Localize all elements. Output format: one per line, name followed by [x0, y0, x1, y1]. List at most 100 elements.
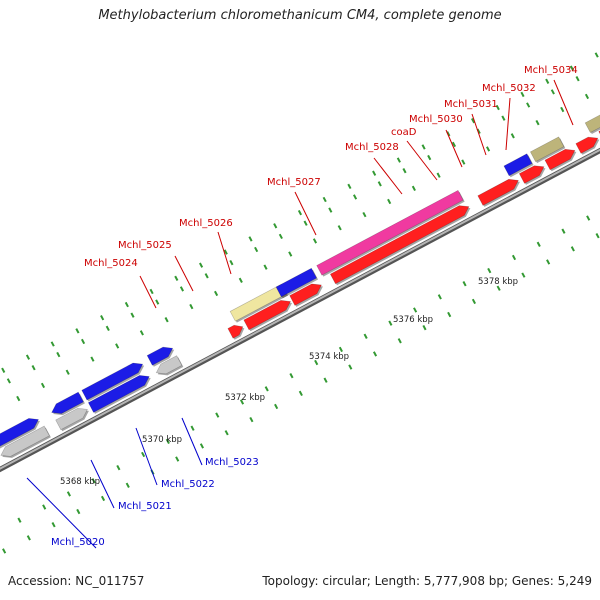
leader-line	[406, 140, 438, 181]
gene-feature-khaki[interactable]	[530, 136, 565, 163]
gene-label-coad[interactable]: coaD	[391, 127, 417, 138]
tick-mark	[546, 259, 551, 265]
gene-label-mchl-5022[interactable]: Mchl_5022	[161, 479, 215, 490]
tick-mark	[323, 377, 328, 383]
gene-feature-khaki[interactable]	[584, 112, 600, 133]
tick-mark	[372, 170, 377, 176]
gene-feature-red[interactable]	[227, 324, 244, 339]
gene-label-mchl-5032[interactable]: Mchl_5032	[482, 83, 536, 94]
genome-backbone	[0, 147, 600, 473]
gene-feature-blue[interactable]	[503, 153, 533, 177]
tick-marks	[1, 52, 600, 554]
tick-mark	[215, 412, 220, 418]
gene-label-mchl-5024[interactable]: Mchl_5024	[84, 258, 138, 269]
gene-feature-red[interactable]	[518, 165, 545, 184]
gene-feature-blue[interactable]	[51, 391, 84, 414]
gene-label-mchl-5020[interactable]: Mchl_5020	[51, 537, 105, 548]
tick-mark	[495, 104, 500, 111]
gene-feature-red[interactable]	[289, 283, 322, 306]
tick-mark	[125, 482, 130, 488]
tick-mark	[100, 315, 105, 321]
gene-label-mchl-5031[interactable]: Mchl_5031	[444, 99, 498, 110]
tick-mark	[56, 351, 61, 358]
tick-mark	[297, 209, 303, 216]
tick-mark	[536, 241, 541, 247]
gene-label-mchl-5034[interactable]: Mchl_5034	[524, 65, 578, 76]
gene-label-mchl-5027[interactable]: Mchl_5027	[267, 177, 321, 188]
tick-mark	[141, 451, 146, 458]
tick-mark	[179, 286, 185, 292]
tick-mark	[239, 399, 245, 405]
gene-feature-red[interactable]	[477, 178, 519, 206]
gene-feature-blue[interactable]	[0, 418, 39, 447]
gene-label-mchl-5030[interactable]: Mchl_5030	[409, 114, 463, 125]
tick-mark	[198, 262, 204, 268]
tick-mark	[50, 341, 55, 347]
gene-label-mchl-5026[interactable]: Mchl_5026	[179, 218, 233, 229]
leader-line	[90, 459, 115, 509]
gene-label-mchl-5023[interactable]: Mchl_5023	[205, 457, 259, 468]
tick-mark	[51, 522, 56, 528]
tick-mark	[337, 225, 342, 231]
tick-mark	[116, 464, 121, 471]
tick-mark	[377, 181, 382, 187]
tick-mark	[422, 324, 427, 331]
gene-feature-gray[interactable]	[55, 407, 88, 431]
tick-mark	[16, 395, 21, 402]
gene-feature-gray[interactable]	[155, 355, 183, 375]
tick-mark	[312, 238, 318, 244]
tick-mark	[561, 228, 566, 234]
tick-mark	[526, 102, 531, 108]
tick-mark	[520, 91, 525, 98]
gene-feature-blue[interactable]	[146, 346, 174, 366]
gene-feature-red[interactable]	[575, 136, 599, 154]
gene-feature-red[interactable]	[243, 300, 291, 331]
tick-mark	[288, 251, 293, 257]
leader-line	[26, 477, 97, 549]
tick-mark	[164, 317, 169, 323]
tick-mark	[130, 312, 135, 318]
gene-feature-red[interactable]	[544, 148, 576, 171]
gene-feature-blue[interactable]	[87, 375, 150, 413]
tick-mark	[303, 220, 308, 226]
tick-mark	[274, 403, 279, 410]
tick-mark	[174, 275, 179, 281]
tick-mark	[352, 194, 358, 200]
tick-mark	[273, 223, 278, 229]
gene-label-mchl-5025[interactable]: Mchl_5025	[118, 240, 172, 251]
tick-mark	[347, 183, 352, 190]
leader-line	[553, 79, 574, 126]
tick-mark	[75, 328, 80, 334]
gene-label-mchl-5021[interactable]: Mchl_5021	[118, 501, 172, 512]
tick-mark	[388, 320, 393, 326]
gene-feature-pink[interactable]	[316, 189, 464, 276]
tick-mark	[80, 338, 86, 345]
accession-info: Accession: NC_011757	[8, 574, 145, 588]
tick-mark	[6, 378, 11, 384]
tick-mark	[254, 246, 259, 253]
tick-mark	[322, 196, 327, 203]
gene-feature-blue[interactable]	[81, 362, 144, 401]
tick-mark	[248, 236, 253, 242]
gene-feature-red[interactable]	[329, 205, 470, 285]
tick-mark	[223, 249, 228, 255]
tick-mark	[363, 333, 368, 339]
tick-mark	[175, 456, 180, 462]
gene-feature-blue[interactable]	[275, 267, 317, 298]
scale-label-5372: 5372 kbp	[225, 393, 265, 403]
gene-feature-gray[interactable]	[0, 425, 50, 457]
tick-mark	[362, 211, 367, 218]
tick-mark	[510, 133, 515, 139]
tick-mark	[501, 115, 506, 121]
gene-label-mchl-5028[interactable]: Mchl_5028	[345, 142, 399, 153]
leader-line	[135, 427, 158, 486]
tick-mark	[199, 443, 204, 449]
tick-mark	[586, 215, 591, 221]
leader-line	[139, 275, 157, 309]
tick-mark	[149, 288, 154, 295]
tick-mark	[1, 367, 6, 373]
tick-mark	[278, 233, 283, 240]
gene-feature-yellow[interactable]	[229, 283, 287, 322]
tick-mark	[115, 343, 120, 349]
tick-mark	[427, 154, 432, 161]
